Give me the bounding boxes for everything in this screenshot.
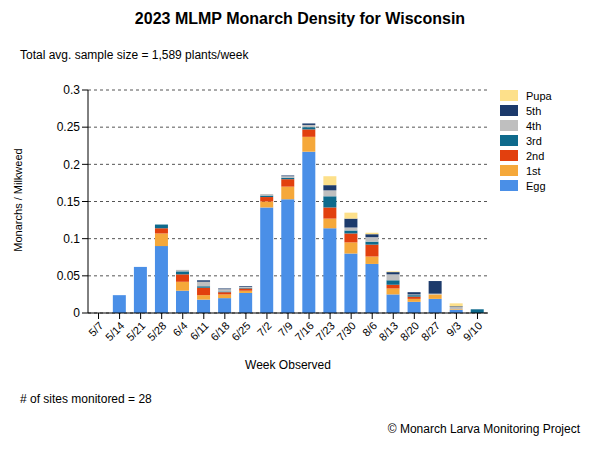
html-text:3rd: 3rd xyxy=(526,134,542,147)
svg-text:6/18: 6/18 xyxy=(208,319,232,343)
html-text:Week Observed: Week Observed xyxy=(245,358,331,372)
html-text:2023 MLMP Monarch Density for: 2023 MLMP Monarch Density for Wisconsin xyxy=(134,10,466,27)
html-text:4th: 4th xyxy=(526,119,542,132)
html-text:© Monarch Larva Monitoring Pro: © Monarch Larva Monitoring Project xyxy=(387,422,580,436)
svg-text:8/20: 8/20 xyxy=(398,319,422,343)
svg-text:7/23: 7/23 xyxy=(313,319,337,343)
svg-text:9/10: 9/10 xyxy=(461,319,485,343)
svg-text:0.1: 0.1 xyxy=(63,232,80,246)
svg-text:0.05: 0.05 xyxy=(57,269,81,283)
svg-text:5/14: 5/14 xyxy=(103,319,127,343)
svg-text:5/28: 5/28 xyxy=(145,319,169,343)
svg-text:8/27: 8/27 xyxy=(419,319,443,343)
svg-text:8/13: 8/13 xyxy=(377,319,401,343)
html-text:Pupa: Pupa xyxy=(526,89,552,102)
svg-text:5/7: 5/7 xyxy=(86,319,105,338)
svg-text:5/21: 5/21 xyxy=(124,319,148,343)
svg-text:7/30: 7/30 xyxy=(334,319,358,343)
svg-text:8/6: 8/6 xyxy=(360,319,379,338)
svg-text:6/25: 6/25 xyxy=(229,319,253,343)
svg-text:0.15: 0.15 xyxy=(57,195,81,209)
svg-text:0.25: 0.25 xyxy=(57,120,81,134)
svg-text:9/3: 9/3 xyxy=(444,319,463,338)
html-text:Total avg. sample size = 1,589: Total avg. sample size = 1,589 plants/we… xyxy=(20,48,249,62)
svg-text:0: 0 xyxy=(73,306,80,320)
svg-text:7/9: 7/9 xyxy=(276,319,295,338)
html-text:2nd: 2nd xyxy=(526,149,545,162)
html-text:Monarchs / Milkweed: Monarchs / Milkweed xyxy=(12,148,24,252)
svg-text:0.3: 0.3 xyxy=(63,83,80,97)
html-text:1st: 1st xyxy=(526,164,541,177)
html-text:Egg: Egg xyxy=(526,179,546,192)
html-text:# of sites monitored = 28: # of sites monitored = 28 xyxy=(20,392,152,406)
svg-text:7/2: 7/2 xyxy=(255,319,274,338)
html-text:5th: 5th xyxy=(526,104,542,117)
svg-text:6/4: 6/4 xyxy=(170,319,189,338)
svg-text:0.2: 0.2 xyxy=(63,158,80,172)
svg-text:7/16: 7/16 xyxy=(292,319,316,343)
svg-text:6/11: 6/11 xyxy=(188,319,211,342)
